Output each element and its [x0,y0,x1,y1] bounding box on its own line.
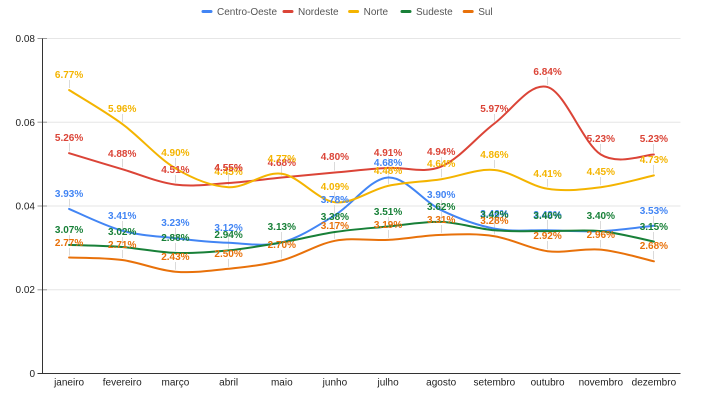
svg-text:4.41%: 4.41% [533,169,561,180]
svg-text:3.90%: 3.90% [427,190,455,201]
svg-text:4.90%: 4.90% [161,148,189,159]
svg-text:3.40%: 3.40% [587,211,615,222]
svg-text:4.09%: 4.09% [321,182,349,193]
svg-text:4.55%: 4.55% [214,163,242,174]
svg-text:fevereiro: fevereiro [103,378,142,389]
svg-text:3.41%: 3.41% [108,211,136,222]
svg-text:4.51%: 4.51% [161,165,189,176]
svg-text:2.70%: 2.70% [268,240,296,251]
svg-text:4.80%: 4.80% [321,152,349,163]
svg-text:5.96%: 5.96% [108,104,136,115]
svg-text:4.48%: 4.48% [374,166,402,177]
svg-text:3.12%: 3.12% [214,223,242,234]
svg-text:5.23%: 5.23% [587,134,615,145]
svg-text:2.92%: 2.92% [533,231,561,242]
svg-text:2.50%: 2.50% [214,249,242,260]
svg-text:5.23%: 5.23% [640,134,668,145]
svg-text:4.55%: 4.55% [214,163,242,174]
svg-text:2.77%: 2.77% [55,238,83,249]
svg-text:2.68%: 2.68% [640,241,668,252]
svg-text:agosto: agosto [426,378,456,389]
svg-text:3.42%: 3.42% [533,210,561,221]
svg-text:3.62%: 3.62% [427,202,455,213]
svg-text:0.08: 0.08 [16,34,36,45]
svg-text:2.94%: 2.94% [214,230,242,241]
svg-text:3.02%: 3.02% [108,227,136,238]
svg-text:5.97%: 5.97% [480,104,508,115]
svg-text:4.68%: 4.68% [268,158,296,169]
svg-text:novembro: novembro [579,378,624,389]
svg-text:0.02: 0.02 [16,285,36,296]
svg-text:Centro-Oeste: Centro-Oeste [217,7,277,18]
svg-text:3.40%: 3.40% [533,211,561,222]
svg-text:Sudeste: Sudeste [416,7,453,18]
svg-text:3.28%: 3.28% [480,216,508,227]
svg-text:0.06: 0.06 [16,118,36,129]
svg-text:julho: julho [377,378,400,389]
svg-text:3.53%: 3.53% [640,206,668,217]
svg-text:2.71%: 2.71% [108,240,136,251]
svg-text:3.23%: 3.23% [161,218,189,229]
svg-text:5.26%: 5.26% [55,133,83,144]
svg-text:3.38%: 3.38% [321,212,349,223]
svg-text:março: março [162,378,190,389]
svg-text:3.07%: 3.07% [55,225,83,236]
svg-text:4.86%: 4.86% [480,150,508,161]
svg-text:abril: abril [219,378,238,389]
svg-text:4.91%: 4.91% [374,148,402,159]
svg-text:4.45%: 4.45% [587,167,615,178]
svg-text:6.84%: 6.84% [533,67,561,78]
svg-text:2.88%: 2.88% [161,233,189,244]
svg-text:4.45%: 4.45% [214,167,242,178]
svg-text:maio: maio [271,378,293,389]
svg-text:3.42%: 3.42% [480,210,508,221]
svg-text:3.31%: 3.31% [427,215,455,226]
svg-text:outubro: outubro [531,378,565,389]
svg-text:3.13%: 3.13% [268,222,296,233]
svg-text:Nordeste: Nordeste [298,7,339,18]
svg-text:4.77%: 4.77% [268,154,296,165]
svg-text:4.64%: 4.64% [427,159,455,170]
svg-text:3.15%: 3.15% [640,222,668,233]
svg-text:2.96%: 2.96% [587,230,615,241]
svg-text:0.04: 0.04 [16,202,36,213]
svg-text:3.46%: 3.46% [480,209,508,220]
svg-text:Norte: Norte [364,7,389,18]
svg-text:4.94%: 4.94% [427,147,455,158]
svg-text:6.77%: 6.77% [55,70,83,81]
svg-text:3.51%: 3.51% [374,207,402,218]
svg-text:3.78%: 3.78% [321,195,349,206]
svg-text:4.88%: 4.88% [108,149,136,160]
svg-text:janeiro: janeiro [53,378,84,389]
svg-text:3.17%: 3.17% [321,221,349,232]
svg-text:2.43%: 2.43% [161,252,189,263]
svg-text:3.19%: 3.19% [374,220,402,231]
svg-text:0: 0 [29,369,35,380]
svg-text:4.68%: 4.68% [374,158,402,169]
svg-text:dezembro: dezembro [632,378,677,389]
svg-text:3.93%: 3.93% [55,189,83,200]
svg-text:junho: junho [322,378,348,389]
svg-text:setembro: setembro [474,378,516,389]
svg-text:4.73%: 4.73% [640,155,668,166]
svg-text:Sul: Sul [478,7,492,18]
